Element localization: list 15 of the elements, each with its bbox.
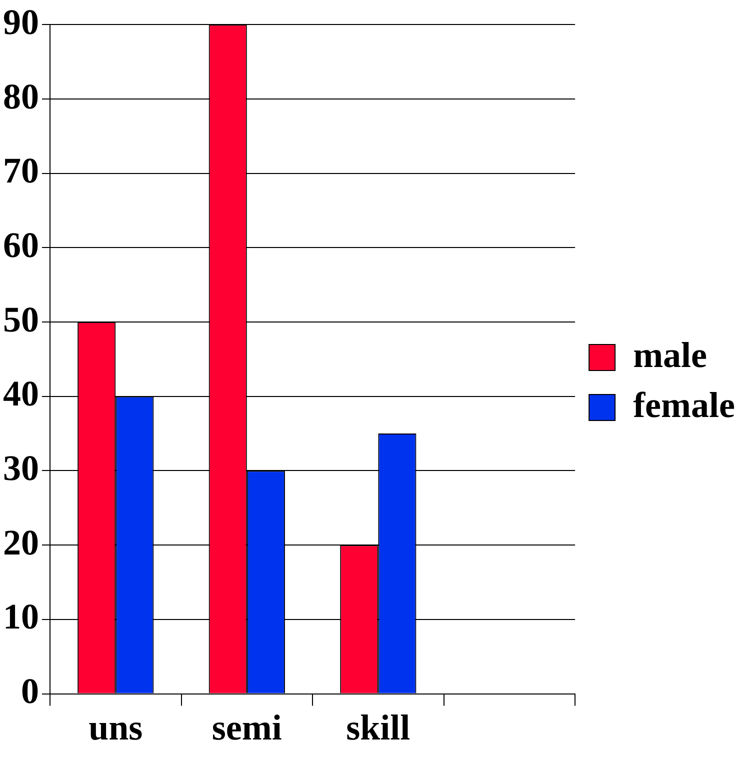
y-tick-label: 30 [3, 448, 39, 488]
x-tick-label: semi [212, 708, 282, 748]
y-tick-label: 0 [21, 671, 39, 712]
y-tick-label: 10 [3, 596, 39, 637]
legend-label: female [633, 384, 736, 425]
x-tick-label: skill [346, 708, 410, 748]
y-tick-label: 60 [3, 224, 39, 265]
y-tick-label: 50 [3, 299, 39, 340]
y-tick-label: 20 [3, 522, 39, 562]
y-tick-label: 40 [3, 374, 39, 414]
y-tick-label: 80 [3, 76, 39, 116]
y-tick-label: 90 [3, 2, 39, 42]
x-tick-label: uns [88, 708, 143, 748]
y-tick-label: 70 [3, 150, 39, 191]
legend-label: male [633, 334, 708, 375]
